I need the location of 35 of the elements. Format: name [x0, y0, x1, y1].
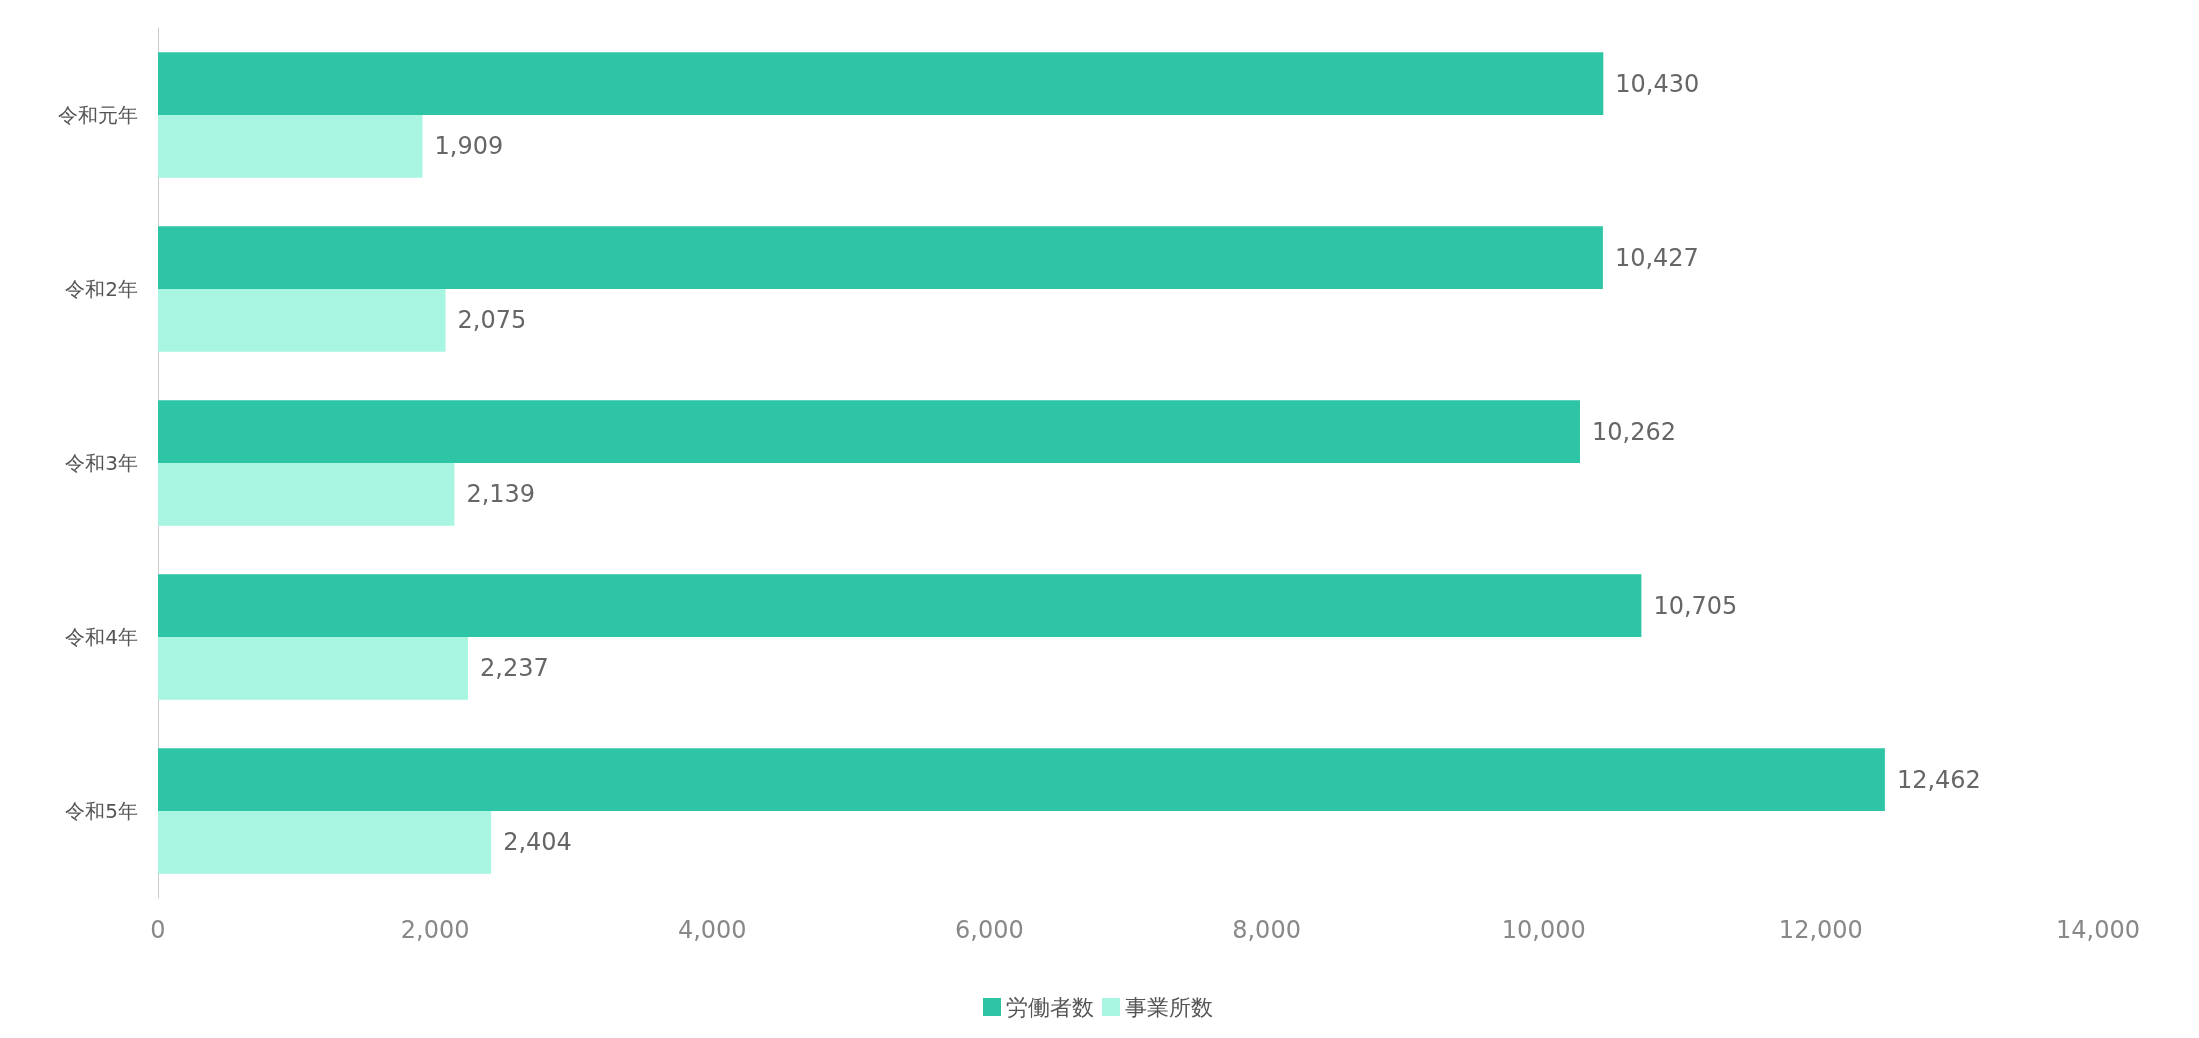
bar [158, 115, 423, 178]
x-tick-label: 6,000 [955, 916, 1024, 944]
bar [158, 52, 1604, 115]
bar [158, 637, 468, 700]
bar [158, 463, 455, 526]
bar [158, 748, 1885, 811]
bar [158, 811, 492, 874]
y-tick-label: 令和4年 [65, 625, 138, 649]
y-tick-label: 令和3年 [65, 451, 138, 475]
y-tick-label: 令和2年 [65, 277, 138, 301]
x-tick-label: 10,000 [1501, 916, 1586, 944]
y-tick-label: 令和5年 [65, 799, 138, 823]
x-tick-label: 8,000 [1232, 916, 1301, 944]
data-label: 10,430 [1615, 69, 1700, 98]
data-label: 12,462 [1896, 765, 1981, 794]
x-tick-label: 2,000 [400, 916, 470, 944]
legend-label: 事業所数 [1125, 994, 1213, 1020]
data-label: 10,262 [1592, 417, 1676, 446]
bar [158, 226, 1603, 289]
data-label: 2,139 [466, 480, 536, 509]
bar [158, 289, 446, 352]
y-tick-label: 令和元年 [58, 103, 138, 127]
data-label: 2,237 [479, 654, 549, 683]
legend-label: 労働者数 [1006, 994, 1094, 1020]
data-label: 1,909 [434, 132, 504, 161]
data-label: 10,705 [1653, 591, 1738, 620]
data-label: 2,404 [503, 828, 572, 857]
data-label: 2,075 [457, 306, 527, 335]
x-tick-label: 0 [150, 916, 166, 944]
bar [158, 400, 1581, 463]
bar [158, 574, 1642, 637]
x-tick-label: 14,000 [2056, 916, 2140, 944]
data-label: 10,427 [1614, 243, 1699, 272]
x-tick-label: 4,000 [677, 916, 747, 944]
x-tick-label: 12,000 [1778, 916, 1863, 944]
